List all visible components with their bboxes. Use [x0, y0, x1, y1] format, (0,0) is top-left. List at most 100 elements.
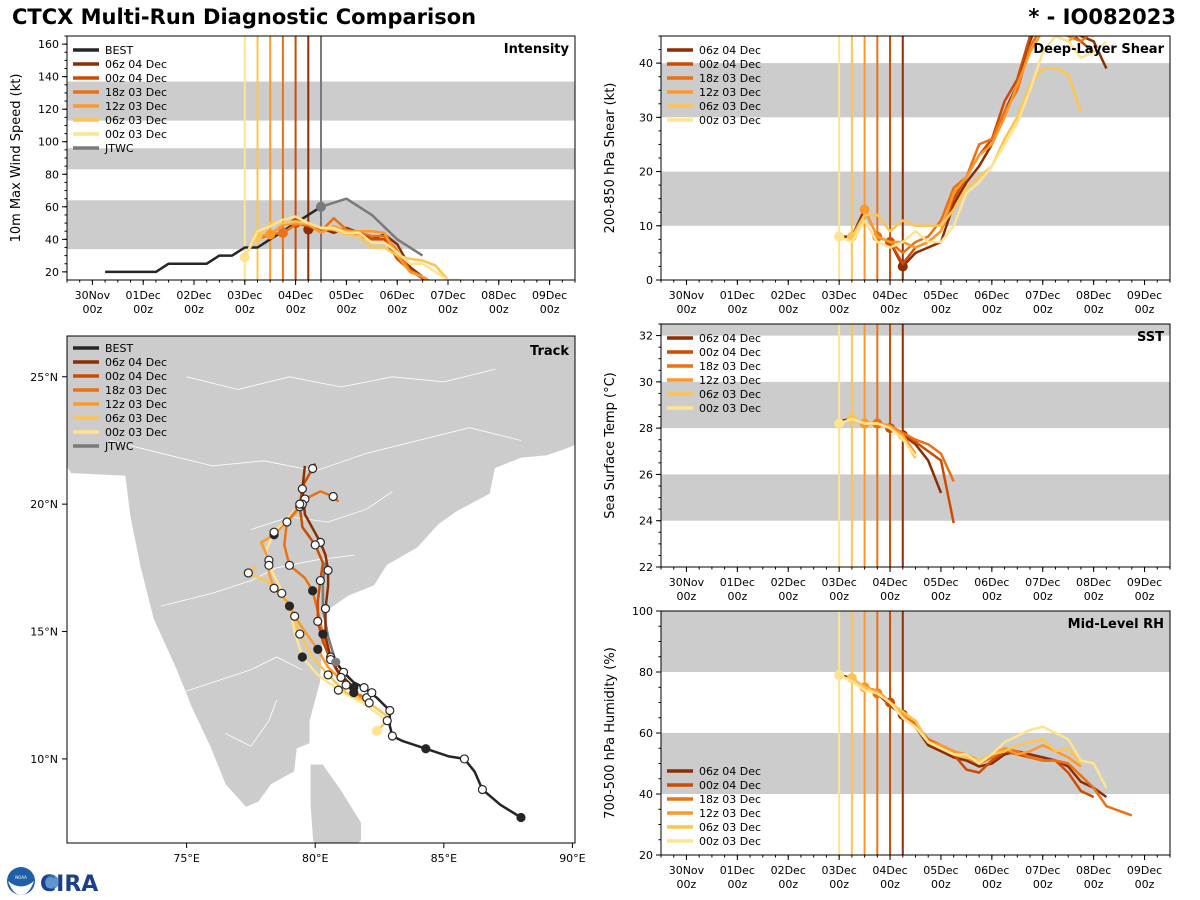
- rh-ylabel: 700-500 hPa Humidity (%): [603, 647, 618, 819]
- rh-xtick-label: 00z: [829, 878, 849, 891]
- intensity-legend-label: 06z 03 Dec: [105, 114, 167, 127]
- rh-ytick-label: 40: [639, 788, 653, 801]
- sst-ylabel: Sea Surface Temp (°C): [603, 372, 618, 519]
- state-border: [225, 700, 277, 747]
- track-point-00z: [318, 629, 328, 639]
- shear-ytick-label: 10: [639, 220, 653, 233]
- rh-xtick-label: 02Dec: [771, 864, 806, 877]
- track-point-12z: [459, 754, 469, 764]
- sst-xtick-label: 00z: [1084, 590, 1104, 603]
- shear-xtick-label: 00z: [1135, 303, 1155, 316]
- track-legend-label: 18z 03 Dec: [105, 384, 167, 397]
- intensity-xtick-label: 30Nov: [75, 289, 111, 302]
- rh-init-marker: [834, 670, 845, 681]
- track-point-12z: [269, 583, 279, 593]
- shear-series-line: [850, 67, 1083, 238]
- shear-xtick-label: 00z: [880, 303, 900, 316]
- sst-xtick-label: 01Dec: [720, 576, 755, 589]
- sst-xtick-label: 06Dec: [974, 576, 1009, 589]
- intensity-xtick-label: 00z: [235, 303, 255, 316]
- intensity-init-marker: [277, 227, 288, 238]
- rh-ytick-label: 80: [639, 666, 653, 679]
- sst-threshold-band: [661, 381, 1170, 429]
- track-legend-label: 00z 03 Dec: [105, 426, 167, 439]
- sst-xtick-label: 00z: [931, 590, 951, 603]
- state-border: [186, 368, 496, 390]
- rh-xtick-label: 01Dec: [720, 864, 755, 877]
- track-point-12z: [385, 705, 395, 716]
- shear-ylabel: 200-850 hPa Shear (kt): [603, 83, 618, 234]
- shear-xtick-label: 06Dec: [974, 289, 1009, 302]
- track-legend-label: 12z 03 Dec: [105, 398, 167, 411]
- intensity-ytick-label: 60: [45, 201, 59, 214]
- intensity-ytick-label: 80: [45, 168, 59, 181]
- track-point-00z: [308, 586, 318, 596]
- shear-panel: 01020304030Nov00z01Dec00z02Dec00z03Dec00…: [603, 35, 1171, 316]
- shear-xtick-label: 00z: [677, 303, 697, 316]
- intensity-legend-label: 18z 03 Dec: [105, 86, 167, 99]
- intensity-plot-area: [67, 36, 575, 280]
- intensity-xtick-label: 00z: [489, 303, 509, 316]
- shear-threshold-band: [661, 171, 1170, 226]
- track-line: [334, 661, 522, 819]
- sst-xtick-label: 02Dec: [771, 576, 806, 589]
- track-point-12z: [323, 670, 333, 680]
- shear-ytick-label: 20: [639, 166, 653, 179]
- sst-xtick-label: 00z: [1135, 590, 1155, 603]
- sst-xtick-label: 08Dec: [1076, 576, 1111, 589]
- shear-ytick-label: 0: [646, 274, 653, 287]
- intensity-legend-label: 06z 04 Dec: [105, 58, 167, 71]
- intensity-ylabel: 10m Max Wind Speed (kt): [9, 74, 24, 243]
- track-legend-label: JTWC: [104, 440, 134, 453]
- state-border: [173, 656, 303, 696]
- track-point-12z: [290, 611, 300, 621]
- sst-xtick-label: 00z: [1033, 590, 1053, 603]
- track-point-00z: [297, 652, 307, 662]
- sst-ytick-label: 22: [639, 561, 653, 574]
- intensity-xtick-label: 02Dec: [176, 289, 211, 302]
- track-point-00z: [284, 601, 295, 611]
- track-point-12z: [310, 540, 320, 550]
- sst-xtick-label: 00z: [677, 590, 697, 603]
- track-point-00z: [516, 812, 526, 823]
- rh-xtick-label: 00z: [778, 878, 798, 891]
- track-point-12z: [295, 499, 305, 509]
- sst-series-line: [838, 417, 917, 457]
- sst-legend-label: 06z 03 Dec: [699, 388, 761, 401]
- track-point-12z: [323, 565, 333, 575]
- sst-plot-area: [661, 324, 1170, 567]
- noaa-cira-logo: NOAA CIRA: [7, 867, 98, 897]
- intensity-xtick-label: 06Dec: [380, 289, 415, 302]
- track-ytick-label: 25°N: [30, 371, 58, 384]
- shear-xtick-label: 00z: [1084, 303, 1104, 316]
- intensity-ytick-label: 120: [38, 103, 59, 116]
- track-point-12z: [295, 629, 305, 639]
- sst-xtick-label: 05Dec: [923, 576, 958, 589]
- track-point-00z: [421, 744, 431, 754]
- sst-xtick-label: 00z: [778, 590, 798, 603]
- track-point-12z: [297, 484, 307, 494]
- sst-ytick-label: 30: [639, 376, 653, 389]
- rh-xtick-label: 06Dec: [974, 864, 1009, 877]
- shear-ytick-label: 30: [639, 111, 653, 124]
- sst-xtick-label: 00z: [880, 590, 900, 603]
- sst-legend-label: 06z 04 Dec: [699, 332, 761, 345]
- land-sri-lanka: [309, 763, 362, 843]
- track-point-12z: [282, 517, 292, 527]
- jtwc-marker: [331, 657, 341, 667]
- track-xtick-label: 85°E: [431, 852, 457, 865]
- track-xtick-label: 90°E: [559, 852, 585, 865]
- track-point-12z: [243, 568, 253, 578]
- shear-ytick-label: 40: [639, 57, 653, 70]
- intensity-xtick-label: 00z: [438, 303, 458, 316]
- intensity-xtick-label: 08Dec: [481, 289, 516, 302]
- track-point-12z: [315, 575, 325, 586]
- rh-xtick-label: 30Nov: [669, 864, 705, 877]
- sst-legend-label: 00z 04 Dec: [699, 346, 761, 359]
- rh-ytick-label: 60: [639, 727, 653, 740]
- earth-globe-icon: [45, 875, 59, 889]
- shear-xtick-label: 07Dec: [1025, 289, 1060, 302]
- track-axes-frame: [66, 335, 576, 844]
- track-xtick-label: 80°E: [302, 852, 328, 865]
- intensity-xtick-label: 00z: [184, 303, 204, 316]
